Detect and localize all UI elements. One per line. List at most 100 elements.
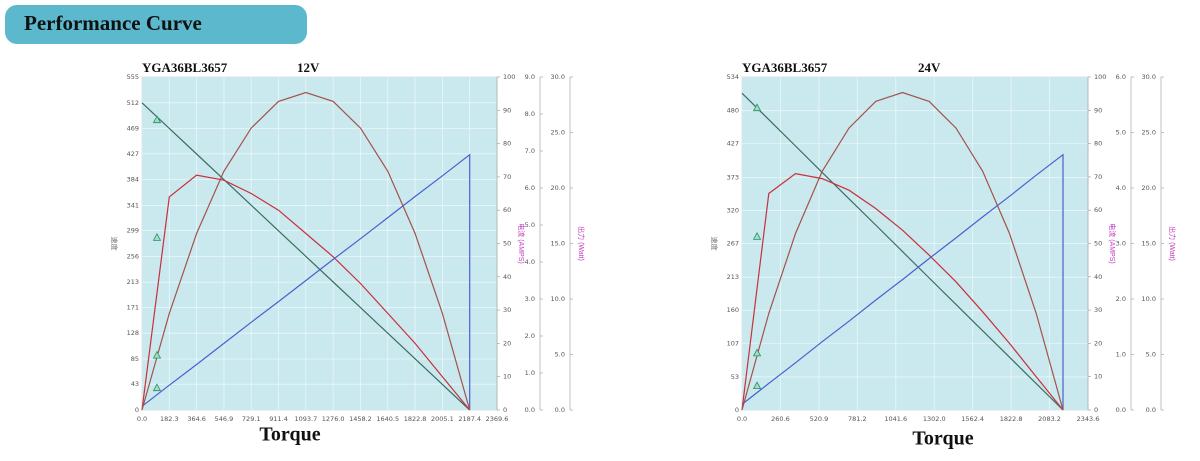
x-axis-title: Torque	[259, 424, 320, 446]
x-tick-label: 1822.8	[1000, 415, 1023, 423]
tick-label: 15.0	[1142, 240, 1156, 248]
tick-label: 40	[1094, 273, 1102, 281]
x-tick-label: 729.1	[242, 415, 261, 423]
curve	[741, 153, 1064, 410]
tick-label: 0.0	[1146, 406, 1156, 414]
tick-label: 0.0	[1116, 406, 1126, 414]
plot-area	[141, 76, 498, 411]
y3-axis-title: 电流 (AMPS)	[517, 223, 526, 263]
curve	[141, 102, 471, 411]
tick-label: 6.0	[525, 184, 535, 192]
marker	[752, 381, 762, 390]
x-tick-label: 0.0	[737, 415, 747, 423]
tick-label: 50	[1094, 240, 1102, 248]
x-tick-label: 260.6	[771, 415, 790, 423]
tick-label: 5.0	[1146, 351, 1156, 359]
x-tick-label: 1276.0	[322, 415, 345, 423]
y-axis-title: 速度	[710, 237, 719, 251]
tick-label: 10	[503, 373, 511, 381]
tick-label: 20	[503, 339, 511, 347]
x-tick-label: 781.2	[848, 415, 867, 423]
tick-label: 3.0	[525, 295, 535, 303]
y4-axis-title: 出力 (Watt)	[577, 226, 586, 261]
y-tick-label: 0	[135, 406, 139, 414]
y-tick-label: 0	[735, 406, 739, 414]
tick-label: 30.0	[551, 73, 565, 81]
x-tick-label: 911.4	[269, 415, 288, 423]
y-tick-label: 534	[727, 73, 739, 81]
tick-label: 30	[1094, 306, 1102, 314]
tick-label: 5.0	[1116, 129, 1126, 137]
tick-label: 90	[1094, 106, 1102, 114]
tick-label: 3.0	[1116, 240, 1126, 248]
tick-label: 20.0	[551, 184, 565, 192]
y-tick-label: 469	[127, 125, 139, 133]
tick-label: 7.0	[525, 147, 535, 155]
tick-label: 30.0	[1142, 73, 1156, 81]
y-tick-label: 555	[127, 73, 139, 81]
chart-model: YGA36BL3657	[742, 60, 828, 75]
marker	[152, 232, 162, 241]
curve	[741, 92, 1064, 411]
tick-label: 90	[503, 106, 511, 114]
tick-label: 8.0	[525, 110, 535, 118]
x-tick-label: 2187.4	[458, 415, 481, 423]
marker	[152, 383, 162, 392]
x-tick-label: 2343.6	[1077, 415, 1100, 423]
chart-voltage: 12V	[297, 60, 320, 75]
tick-label: 5.0	[555, 351, 565, 359]
x-tick-label: 2083.2	[1038, 415, 1061, 423]
tick-label: 100	[1094, 73, 1106, 81]
y-tick-label: 299	[127, 227, 139, 235]
y-tick-label: 427	[727, 140, 739, 148]
chart-voltage: 24V	[918, 60, 941, 75]
x-tick-label: 2369.6	[486, 415, 509, 423]
y-tick-label: 128	[127, 329, 139, 337]
curve	[141, 91, 471, 411]
y-tick-label: 341	[127, 201, 139, 209]
tick-label: 10.0	[551, 295, 565, 303]
y3-axis-title: 电流 (AMPS)	[1108, 223, 1117, 263]
marker	[752, 103, 762, 112]
tick-label: 60	[1094, 206, 1102, 214]
x-tick-label: 182.3	[160, 415, 179, 423]
x-axis-title: Torque	[912, 428, 973, 450]
tick-label: 50	[503, 240, 511, 248]
y-tick-label: 85	[131, 355, 139, 363]
x-tick-label: 520.9	[810, 415, 829, 423]
tick-label: 10	[1094, 373, 1102, 381]
y-tick-label: 213	[727, 273, 739, 281]
header-title: Performance Curve	[24, 11, 202, 35]
y-tick-label: 480	[727, 107, 739, 115]
tick-label: 20.0	[1142, 184, 1156, 192]
x-tick-label: 1093.7	[294, 415, 317, 423]
x-tick-label: 1041.6	[884, 415, 907, 423]
y-tick-label: 373	[727, 173, 739, 181]
tick-label: 4.0	[525, 258, 535, 266]
tick-label: 0.0	[555, 406, 565, 414]
tick-label: 80	[503, 140, 511, 148]
tick-label: 9.0	[525, 73, 535, 81]
x-tick-label: 1562.4	[961, 415, 984, 423]
y-tick-label: 107	[727, 339, 739, 347]
y-tick-label: 267	[727, 240, 739, 248]
tick-label: 20	[1094, 339, 1102, 347]
tick-label: 60	[503, 206, 511, 214]
tick-label: 70	[503, 173, 511, 181]
y-tick-label: 43	[131, 380, 139, 388]
y-tick-label: 512	[127, 99, 139, 107]
x-tick-label: 546.9	[215, 415, 234, 423]
y-tick-label: 320	[727, 206, 739, 214]
tick-label: 10.0	[1142, 295, 1156, 303]
tick-label: 1.0	[525, 369, 535, 377]
tick-label: 1.0	[1116, 351, 1126, 359]
x-tick-label: 0.0	[137, 415, 147, 423]
x-tick-label: 1822.8	[404, 415, 427, 423]
y-tick-label: 256	[127, 252, 139, 260]
tick-label: 80	[1094, 140, 1102, 148]
tick-label: 15.0	[551, 240, 565, 248]
curve	[741, 172, 1064, 411]
marker	[152, 115, 162, 124]
x-tick-label: 364.6	[187, 415, 206, 423]
